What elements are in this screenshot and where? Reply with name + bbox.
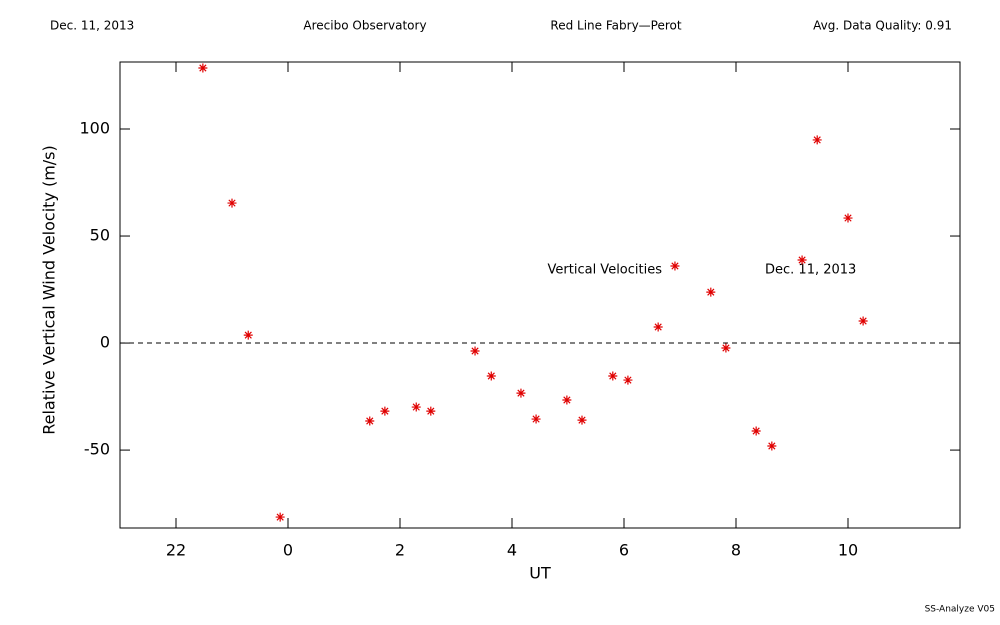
x-tick-label: 10 [838,541,858,560]
point [670,261,680,271]
point [812,135,822,145]
point [623,375,633,385]
header-instrument: Red Line Fabry—Perot [550,19,681,33]
point [426,406,436,416]
point [653,322,663,332]
point [227,198,237,208]
annotation: Vertical Velocities [548,263,663,278]
point [721,343,731,353]
point [470,346,480,356]
point [797,255,807,265]
point [411,402,421,412]
y-tick-label: 50 [90,226,110,245]
x-tick-label: 22 [166,541,186,560]
x-tick-label: 4 [507,541,517,560]
point [365,416,375,426]
header-quality: Avg. Data Quality: 0.91 [813,19,952,33]
point [275,512,285,522]
x-tick-label: 8 [731,541,741,560]
x-tick-label: 6 [619,541,629,560]
point [706,287,716,297]
point [243,330,253,340]
x-tick-label: 0 [283,541,293,560]
x-tick-label: 2 [395,541,405,560]
point [380,406,390,416]
point [531,414,541,424]
y-tick-label: 0 [100,333,110,352]
annotation: Dec. 11, 2013 [765,263,856,278]
point [198,63,208,73]
header-site: Arecibo Observatory [303,19,426,33]
point [577,415,587,425]
point [751,426,761,436]
y-tick-label: -50 [84,440,110,459]
point [516,388,526,398]
y-tick-label: 100 [79,118,110,137]
point [562,395,572,405]
footer: SS-Analyze V05 [925,605,995,615]
point [767,441,777,451]
point [843,213,853,223]
point [486,371,496,381]
plot-frame [119,61,961,529]
x-axis-label: UT [529,564,551,583]
y-axis-label: Relative Vertical Wind Velocity (m/s) [40,145,59,435]
point [858,316,868,326]
header-date: Dec. 11, 2013 [50,19,134,33]
point [608,371,618,381]
